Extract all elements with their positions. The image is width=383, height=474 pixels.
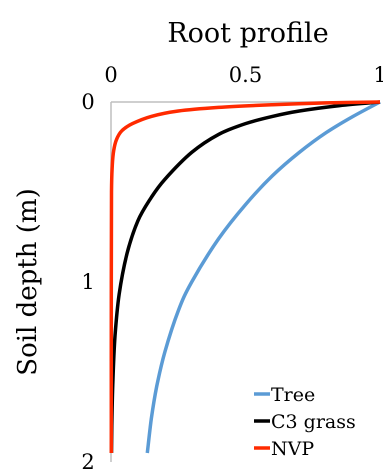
x-tick-label: 0 [104, 63, 117, 87]
x-tick-label: 0.5 [229, 63, 262, 87]
series-line-c3-grass [109, 100, 381, 454]
legend-label: Tree [271, 384, 315, 406]
chart-title: Root profile [167, 18, 328, 49]
legend-label: NVP [271, 438, 314, 460]
y-ticks: 0 1 2 [81, 90, 94, 474]
legend: Tree C3 grass NVP [254, 384, 356, 460]
legend-label: C3 grass [271, 411, 356, 433]
y-axis-label: Soil depth (m) [13, 188, 43, 375]
series-line-nvp [109, 100, 381, 454]
x-ticks: 0 0.5 1 [104, 63, 383, 87]
y-tick-label: 2 [81, 450, 94, 474]
x-tick-label: 1 [373, 63, 383, 87]
y-tick-label: 1 [81, 270, 94, 294]
plot-area [109, 100, 381, 454]
series-line-tree [145, 100, 381, 454]
y-tick-label: 0 [81, 90, 94, 114]
